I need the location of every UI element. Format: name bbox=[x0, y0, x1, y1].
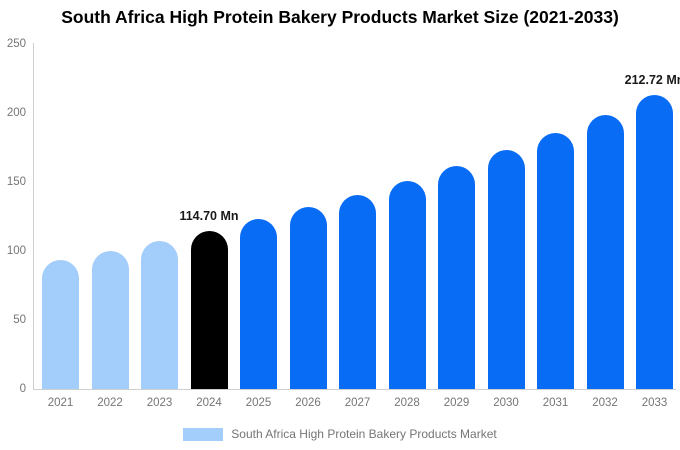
x-tick-label: 2024 bbox=[196, 397, 222, 409]
x-tick-label: 2030 bbox=[493, 397, 519, 409]
y-tick-label: 150 bbox=[6, 176, 26, 188]
bar-2022 bbox=[91, 251, 129, 389]
bar-annotation: 114.70 Mn bbox=[179, 208, 239, 223]
y-axis-line bbox=[33, 43, 34, 389]
x-tick-label: 2022 bbox=[97, 397, 123, 409]
x-tick-label: 2029 bbox=[443, 397, 470, 409]
bar-2033 bbox=[636, 95, 673, 389]
x-tick-label: 2027 bbox=[344, 397, 371, 409]
x-tick-label: 2025 bbox=[245, 397, 272, 409]
x-axis-line bbox=[33, 389, 676, 390]
y-tick-label: 250 bbox=[6, 38, 26, 50]
bar-2030 bbox=[487, 149, 525, 389]
x-tick-label: 2023 bbox=[146, 397, 173, 409]
legend-swatch bbox=[183, 427, 224, 441]
bar-2028 bbox=[388, 180, 426, 389]
x-tick-label: 2031 bbox=[542, 397, 569, 409]
y-tick-label: 200 bbox=[6, 107, 26, 119]
chart-title: South Africa High Protein Bakery Product… bbox=[61, 7, 619, 27]
legend-label: South Africa High Protein Bakery Product… bbox=[231, 427, 497, 441]
x-tick-label: 2033 bbox=[641, 397, 668, 409]
y-tick-label: 0 bbox=[19, 383, 26, 395]
bar-2027 bbox=[339, 194, 376, 389]
bar-annotation: 212.72 Mn bbox=[624, 73, 680, 88]
bar-2021 bbox=[42, 260, 79, 389]
x-tick-label: 2032 bbox=[592, 397, 618, 409]
bar-2032 bbox=[586, 114, 624, 389]
x-tick-label: 2026 bbox=[295, 397, 321, 409]
bar-2026 bbox=[289, 207, 327, 389]
bar-2029 bbox=[438, 165, 475, 389]
y-tick-label: 50 bbox=[13, 314, 26, 326]
bar-2031 bbox=[537, 133, 574, 389]
y-tick-label: 100 bbox=[6, 245, 26, 257]
x-tick-label: 2028 bbox=[394, 397, 420, 409]
legend[interactable]: South Africa High Protein Bakery Product… bbox=[0, 424, 680, 444]
bar-2024 bbox=[190, 230, 228, 389]
bar-2023 bbox=[141, 241, 178, 389]
x-tick-label: 2021 bbox=[47, 397, 74, 409]
bar-2025 bbox=[240, 219, 277, 389]
